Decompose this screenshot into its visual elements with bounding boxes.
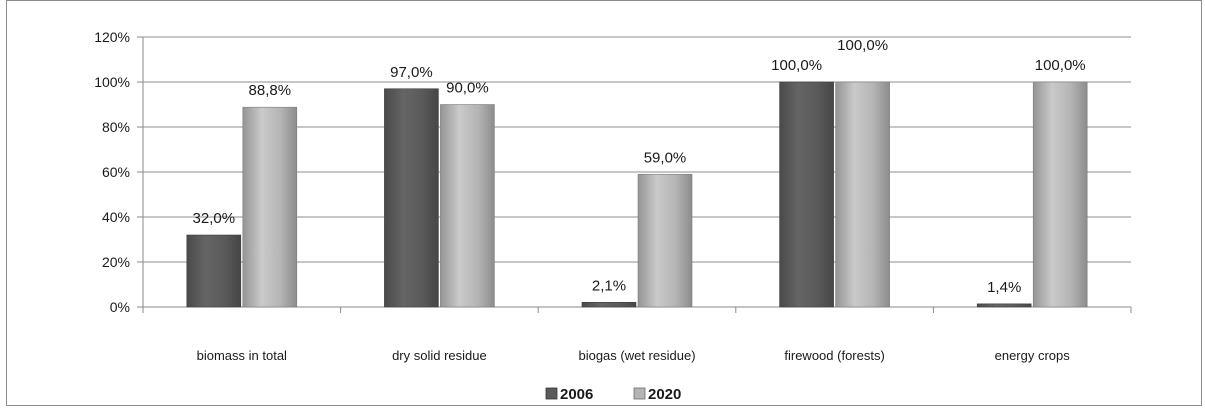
bar-2006-1 [384,88,439,308]
data-label: 100,0% [771,57,822,74]
bar-chart: 0% 20% 40% 60% 80% 100% 120% 32,0% 88,8% biomass … [94,29,1132,403]
data-label: 1,4% [987,279,1021,296]
data-label: 32,0% [193,210,236,227]
bar-2020-1 [440,104,495,308]
data-label: 88,8% [249,82,292,99]
bar-2020-4 [1032,81,1088,308]
data-label: 90,0% [446,80,489,97]
bar-2006-2 [581,301,637,308]
data-label: 97,0% [390,64,433,81]
data-label: 59,0% [644,149,687,166]
legend-swatch-2006 [545,387,558,400]
category-label: dry solid residue [392,348,487,363]
category-label: firewood (forests) [784,348,884,363]
chart-frame: 0% 20% 40% 60% 80% 100% 120% 32,0% 88,8% biomass … [6,0,1202,406]
y-tick-label: 80% [102,119,130,135]
bar-2006-0 [186,234,242,308]
data-label: 100,0% [837,37,888,54]
bar-2020-2 [637,173,693,308]
bar-2006-3 [779,81,834,308]
category-label: biogas (wet residue) [578,348,695,363]
legend-label-2006: 2006 [560,386,593,403]
data-label: 2,1% [592,277,626,294]
legend-swatch-2020 [633,387,646,400]
y-tick-label: 60% [102,164,130,180]
bar-2020-3 [835,81,890,308]
y-tick-label: 100% [94,74,130,90]
y-tick-label: 120% [94,29,130,45]
data-label: 100,0% [1035,57,1086,74]
y-tick-label: 40% [102,209,130,225]
y-tick-label: 20% [102,254,130,270]
y-tick-label: 0% [110,299,130,315]
bar-2006-4 [976,303,1032,308]
legend-label-2020: 2020 [648,386,681,403]
category-label: energy crops [995,348,1071,363]
bar-2020-0 [242,106,298,308]
category-label: biomass in total [197,348,287,363]
